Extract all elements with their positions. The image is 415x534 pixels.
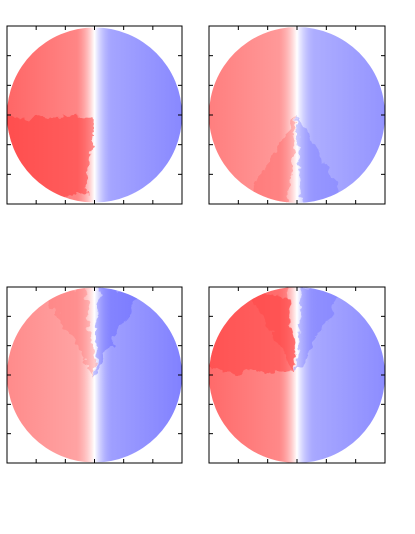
panel-top-right: [208, 25, 386, 205]
plume-left: [244, 287, 297, 375]
plume-left: [244, 115, 297, 203]
plume-right: [94, 287, 143, 375]
panel-bottom-right: [208, 286, 386, 464]
tick-marks: [7, 26, 182, 204]
turbulent-wedge: [7, 115, 95, 199]
tick-marks: [209, 26, 385, 204]
panel-bottom-left: [6, 286, 183, 464]
tick-marks: [209, 287, 385, 463]
plume-right: [297, 115, 346, 203]
tick-marks: [7, 287, 182, 463]
plume-left: [42, 287, 95, 375]
plume-right: [297, 287, 346, 375]
panel-top-left: [6, 25, 183, 205]
